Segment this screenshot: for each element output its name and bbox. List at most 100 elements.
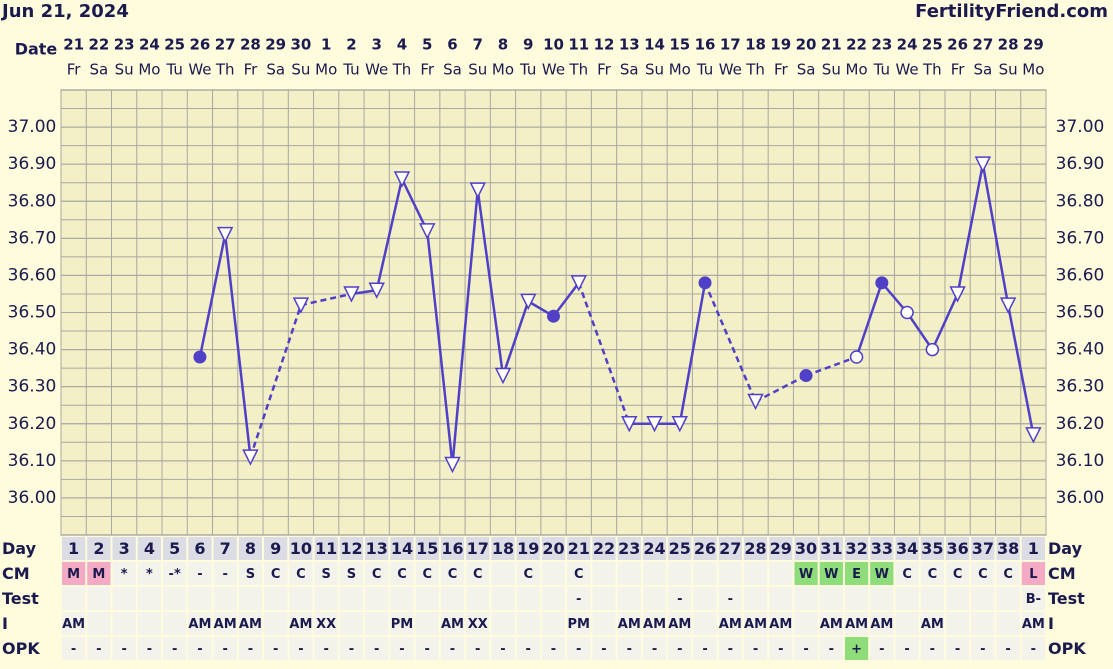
table-cell xyxy=(945,587,970,610)
weekday: Su xyxy=(645,61,664,79)
row-label: Test xyxy=(2,589,39,608)
cell-text: S xyxy=(322,567,331,582)
date: 29 xyxy=(1023,36,1044,54)
cell-text: 28 xyxy=(744,539,766,558)
table-cell xyxy=(264,587,288,610)
table-cell xyxy=(743,612,768,635)
table-cell xyxy=(62,587,86,610)
cell-text: - xyxy=(677,592,682,607)
table-cell xyxy=(819,537,843,560)
table-cell xyxy=(390,562,414,585)
table-cell xyxy=(339,537,364,560)
cell-text: 37 xyxy=(972,539,994,558)
cell-text: AM xyxy=(870,617,893,632)
table-cell xyxy=(440,587,465,610)
table-cell xyxy=(844,562,869,585)
table-cell xyxy=(62,537,86,560)
cell-text: M xyxy=(67,567,80,582)
cell-text: - xyxy=(222,642,227,657)
table-cell xyxy=(238,612,263,635)
table-cell xyxy=(264,612,288,635)
temp-marker xyxy=(242,449,259,466)
y-tick-label-right: 36.20 xyxy=(1056,414,1105,434)
y-tick-label-right: 36.00 xyxy=(1056,488,1105,508)
temp-marker xyxy=(747,393,764,411)
row-label-right: OPK xyxy=(1048,639,1086,658)
temp-marker xyxy=(999,297,1017,314)
table-cell xyxy=(516,612,540,635)
cell-text: 13 xyxy=(366,539,388,558)
date: 23 xyxy=(871,36,892,54)
table-cell xyxy=(567,562,591,585)
table-cell xyxy=(339,587,364,610)
table-cell xyxy=(365,612,389,635)
table-cell xyxy=(314,612,338,635)
temp-segment xyxy=(931,293,959,351)
date: 26 xyxy=(947,36,968,54)
table-cell xyxy=(920,612,944,635)
temp-marker xyxy=(292,297,310,314)
date: 22 xyxy=(88,36,109,54)
table-cell xyxy=(289,612,313,635)
table-cell xyxy=(870,587,894,610)
table-cell xyxy=(516,562,540,585)
date: 29 xyxy=(265,36,286,54)
table-cell xyxy=(137,587,162,610)
table-cell xyxy=(541,612,566,635)
date: 26 xyxy=(189,36,210,54)
table-cell xyxy=(491,562,515,585)
cell-text: * xyxy=(146,567,153,582)
cell-text: 18 xyxy=(492,539,514,558)
table-cell xyxy=(238,637,263,660)
temp-marker xyxy=(570,275,587,292)
weekday: Su xyxy=(999,61,1018,79)
table-cell xyxy=(188,562,212,585)
y-tick-label: 36.80 xyxy=(8,191,57,211)
cell-text: 24 xyxy=(643,539,665,558)
date: 17 xyxy=(720,36,741,54)
table-cell xyxy=(1021,587,1045,610)
date: 25 xyxy=(164,36,185,54)
date: 25 xyxy=(922,36,943,54)
y-tick-label: 36.50 xyxy=(8,303,57,323)
table-cell xyxy=(642,637,667,660)
table-cell xyxy=(87,637,111,660)
table-cell xyxy=(996,537,1020,560)
weekday: Fr xyxy=(420,61,435,79)
table-cell xyxy=(642,587,667,610)
temp-segment xyxy=(300,292,352,307)
table-cell xyxy=(491,612,515,635)
table-cell xyxy=(870,562,894,585)
cell-text: - xyxy=(1005,642,1010,657)
temp-segment xyxy=(981,163,1010,306)
temp-segment xyxy=(375,178,404,291)
table-cell xyxy=(238,562,263,585)
table-cell xyxy=(617,587,641,610)
table-cell xyxy=(971,562,995,585)
table-cell xyxy=(794,562,818,585)
source: FertilityFriend.com xyxy=(915,1,1108,22)
date: 10 xyxy=(543,36,564,54)
cell-text: - xyxy=(803,642,808,657)
weekday: Su xyxy=(468,61,487,79)
date: 22 xyxy=(846,36,867,54)
weekday: Sa xyxy=(620,61,639,79)
cell-text: + xyxy=(851,642,862,657)
table-cell xyxy=(213,612,237,635)
cell-text: XX xyxy=(316,617,336,632)
table-cell xyxy=(112,537,136,560)
cell-text: AM xyxy=(618,617,641,632)
cell-text: 9 xyxy=(270,539,281,558)
table-cell xyxy=(213,587,237,610)
table-cell xyxy=(264,537,288,560)
cell-text: AM xyxy=(820,617,843,632)
date: 1 xyxy=(321,36,331,54)
weekday: Sa xyxy=(797,61,816,79)
cell-text: 11 xyxy=(315,539,337,558)
table-cell xyxy=(87,587,111,610)
temp-segment xyxy=(805,355,858,377)
table-cell xyxy=(895,562,919,585)
cell-text: - xyxy=(778,642,783,657)
cell-text: AM xyxy=(845,617,868,632)
